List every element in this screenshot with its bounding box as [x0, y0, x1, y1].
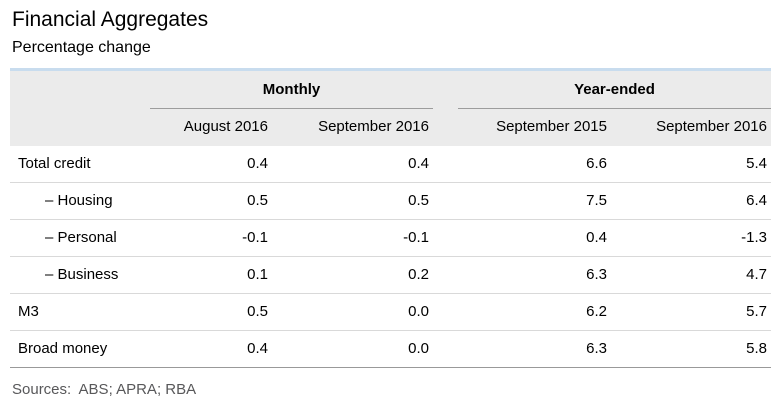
sources-line: Sources: ABS; APRA; RBA: [0, 368, 781, 399]
cell-value: 0.5: [150, 182, 272, 220]
table-row-broad-money: Broad money 0.4 0.0 6.3 5.8: [10, 330, 771, 368]
column-header-august-2016: August 2016: [183, 118, 268, 135]
cell-value: 6.3: [458, 330, 611, 368]
row-label: Broad money: [10, 330, 150, 368]
source-link-apra[interactable]: APRA: [116, 381, 157, 398]
cell-value: 0.4: [272, 146, 433, 183]
cell-value: 5.8: [611, 330, 771, 368]
page-subtitle: Percentage change: [12, 39, 151, 56]
source-separator: ;: [108, 381, 113, 398]
column-group-spacer: [433, 219, 458, 257]
column-header-september-2016-year-ended: September 2016: [656, 118, 767, 135]
cell-value: 7.5: [458, 182, 611, 220]
table-row-personal: – Personal -0.1 -0.1 0.4 -1.3: [10, 219, 771, 257]
source-link-rba[interactable]: RBA: [165, 381, 197, 398]
row-label: – Personal: [10, 219, 150, 257]
source-link-abs[interactable]: ABS: [78, 381, 109, 398]
cell-value: 6.2: [458, 293, 611, 331]
cell-value: -0.1: [272, 219, 433, 257]
column-group-spacer: [433, 146, 458, 183]
column-group-spacer: [433, 293, 458, 331]
cell-value: 0.4: [150, 146, 272, 183]
row-label: M3: [10, 293, 150, 331]
column-header-row: August 2016 September 2016 September 201…: [10, 108, 771, 147]
group-header-year-ended: Year-ended: [458, 69, 771, 109]
column-group-spacer: [433, 109, 458, 147]
cell-value: 5.7: [611, 293, 771, 331]
cell-value: 6.6: [458, 146, 611, 183]
cell-value: -0.1: [150, 219, 272, 257]
cell-value: 5.4: [611, 146, 771, 183]
cell-value: 0.4: [150, 330, 272, 368]
column-group-spacer: [433, 70, 458, 109]
financial-aggregates-table: Monthly Year-ended August 2016 September…: [10, 68, 771, 368]
column-group-spacer: [433, 256, 458, 294]
row-label: – Business: [10, 256, 150, 294]
column-group-header-row: Monthly Year-ended: [10, 69, 771, 109]
corner-cell: [10, 109, 150, 147]
cell-value: 0.5: [272, 182, 433, 220]
table-row-housing: – Housing 0.5 0.5 7.5 6.4: [10, 182, 771, 220]
cell-value: 4.7: [611, 256, 771, 294]
column-group-spacer: [433, 330, 458, 368]
financial-aggregates-table-container: Monthly Year-ended August 2016 September…: [10, 68, 771, 368]
table-row-business: – Business 0.1 0.2 6.3 4.7: [10, 256, 771, 294]
group-header-monthly: Monthly: [150, 69, 433, 109]
column-header-september-2015: September 2015: [496, 118, 607, 135]
cell-value: 0.4: [458, 219, 611, 257]
row-label: Total credit: [10, 146, 150, 183]
table-row-m3: M3 0.5 0.0 6.2 5.7: [10, 293, 771, 331]
cell-value: 0.5: [150, 293, 272, 331]
cell-value: 0.1: [150, 256, 272, 294]
sources-label: Sources:: [12, 381, 72, 398]
cell-value: 0.0: [272, 330, 433, 368]
cell-value: 0.0: [272, 293, 433, 331]
cell-value: 6.4: [611, 182, 771, 220]
table-row-total-credit: Total credit 0.4 0.4 6.6 5.4: [10, 146, 771, 183]
page-title: Financial Aggregates: [12, 8, 209, 31]
row-label: – Housing: [10, 182, 150, 220]
cell-value: -1.3: [611, 219, 771, 257]
source-separator: ;: [156, 381, 162, 398]
corner-cell: [10, 70, 150, 109]
column-header-september-2016-monthly: September 2016: [318, 118, 429, 135]
cell-value: 0.2: [272, 256, 433, 294]
column-group-spacer: [433, 182, 458, 220]
cell-value: 6.3: [458, 256, 611, 294]
